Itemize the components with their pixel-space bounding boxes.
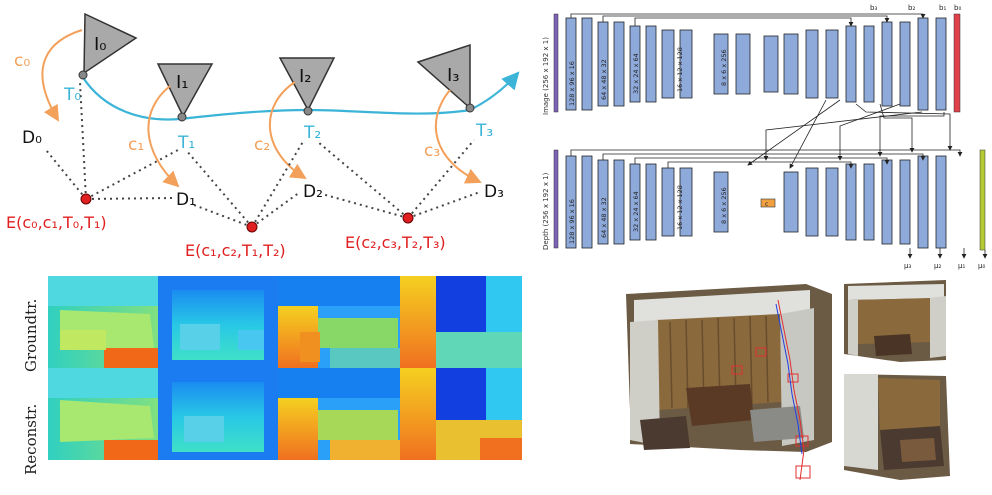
- output-label-2: μ₂: [934, 262, 941, 270]
- image-input-label: Image (256 x 192 x 1): [542, 37, 550, 115]
- output-label-1: μ₁: [958, 262, 965, 270]
- code-label-3: c₃: [424, 141, 440, 161]
- trajectory-svg: I₀ I₁ I₂ I₃ T₀ T₁ T₂ T₃ c₀ c₁ c₂ c₃ D₀ D…: [6, 12, 520, 260]
- output-arrows: [907, 248, 988, 259]
- energy-label-1: E(c₁,c₂,T₁,T₂): [185, 241, 286, 260]
- frame-label-1: I₁: [176, 72, 189, 93]
- image-block-label-2: 32 x 24 x 64: [632, 53, 640, 94]
- bias-label-0: b₀: [954, 4, 961, 12]
- trajectory-diagram: I₀ I₁ I₂ I₃ T₀ T₁ T₂ T₃ c₀ c₁ c₂ c₃ D₀ D…: [0, 0, 540, 270]
- output-label-0: μ₀: [978, 262, 985, 270]
- code-block-label: c: [765, 201, 768, 208]
- image-block-label-3: 16 x 12 x 128: [676, 47, 684, 92]
- bias-label-2: b₂: [908, 4, 915, 12]
- depth-block-label-2: 32 x 24 x 64: [632, 191, 640, 232]
- output-label-3: μ₃: [904, 262, 911, 270]
- reconstruction-svg: [626, 280, 950, 481]
- camera-3-icon: [416, 43, 471, 110]
- bias-label-1: b₁: [939, 4, 946, 12]
- camera-0-icon: [83, 12, 138, 75]
- image-input-bar: [553, 13, 559, 113]
- factor-edges: [45, 81, 481, 228]
- depth-label-0: D₀: [22, 128, 42, 148]
- camera-1-icon: [156, 63, 214, 118]
- row-label-reconstructed: Reconstr.: [22, 404, 40, 475]
- code-arrow-0: [41, 29, 83, 122]
- network-diagram: Image (256 x 192 x 1) Depth (256 x 192 x…: [540, 0, 992, 270]
- image-bias-output: [953, 13, 961, 113]
- frame-label-2: I₂: [299, 66, 312, 87]
- row-label-groundtruth: Groundtr.: [22, 299, 40, 372]
- depth-tile-rc-1: [48, 368, 158, 460]
- depth-tile-rc-2: [158, 368, 278, 460]
- pose-label-2: T₂: [303, 123, 321, 143]
- energy-node-1: [246, 221, 258, 233]
- energy-label-2: E(c₂,c₃,T₂,T₃): [345, 233, 446, 252]
- depth-tile-gt-1: [48, 276, 158, 368]
- depth-skip-arrows: [570, 149, 963, 169]
- image-block-label-0: 128 x 96 x 16: [568, 61, 576, 106]
- depth-row-reconstructed: [48, 368, 522, 460]
- energy-node-0: [80, 193, 92, 205]
- camera-trajectory-marks: [731, 299, 811, 481]
- reconstruction-main-view: [626, 284, 832, 481]
- reconstruction-side-view-2: [844, 374, 950, 480]
- reconstruction-side-view-1: [844, 280, 946, 362]
- depth-label-2: D₂: [303, 182, 323, 202]
- depth-row-groundtruth: [48, 276, 522, 368]
- pose-label-3: T₃: [475, 121, 493, 141]
- depth-block-label-0: 128 x 96 x 16: [568, 199, 576, 244]
- depth-label-3: D₃: [484, 182, 504, 202]
- code-label-0: c₀: [14, 51, 30, 71]
- code-label-1: c₁: [128, 135, 144, 155]
- depth-grid-svg: Groundtr. Reconstr.: [22, 276, 522, 475]
- code-block: [760, 198, 776, 208]
- frame-label-3: I₃: [447, 65, 460, 86]
- depth-tile-gt-2: [158, 276, 278, 368]
- depth-tile-rc-4: [400, 368, 522, 460]
- camera-2-icon: [278, 57, 336, 112]
- depth-tile-gt-3: [278, 276, 400, 368]
- network-svg: Image (256 x 192 x 1) Depth (256 x 192 x…: [542, 4, 988, 270]
- depth-comparison: Groundtr. Reconstr.: [0, 270, 540, 491]
- pose-label-0: T₀: [63, 85, 81, 105]
- depth-output-label: Depth (256 x 192 x 1): [542, 172, 550, 250]
- reconstruction-renders: [600, 270, 992, 491]
- depth-tile-gt-4: [400, 276, 522, 368]
- image-block-label-1: 64 x 48 x 32: [600, 59, 608, 100]
- depth-output-bar: [979, 149, 986, 251]
- pose-label-1: T₁: [177, 133, 195, 153]
- depth-block-label-1: 64 x 48 x 32: [600, 197, 608, 238]
- code-arrow-3: [435, 89, 482, 184]
- frame-label-0: I₀: [94, 34, 107, 55]
- code-arrow-2: [269, 81, 307, 180]
- depth-tile-rc-3: [278, 368, 400, 460]
- depth-block-label-4: 8 x 6 x 256: [720, 187, 728, 224]
- bias-label-3: b₃: [870, 4, 877, 12]
- depth-label-1: D₁: [176, 190, 196, 210]
- depth-blocks: [565, 155, 947, 249]
- image-block-label-4: 8 x 6 x 256: [720, 49, 728, 86]
- energy-label-0: E(c₀,c₁,T₀,T₁): [6, 213, 107, 232]
- code-arrow-1: [147, 85, 180, 188]
- code-label-2: c₂: [254, 135, 270, 155]
- image-skip-arrows: [570, 13, 926, 27]
- depth-input-bar: [553, 149, 559, 249]
- energy-node-2: [402, 212, 414, 224]
- depth-block-label-3: 16 x 12 x 128: [676, 185, 684, 230]
- image-encoder-blocks: [565, 17, 947, 111]
